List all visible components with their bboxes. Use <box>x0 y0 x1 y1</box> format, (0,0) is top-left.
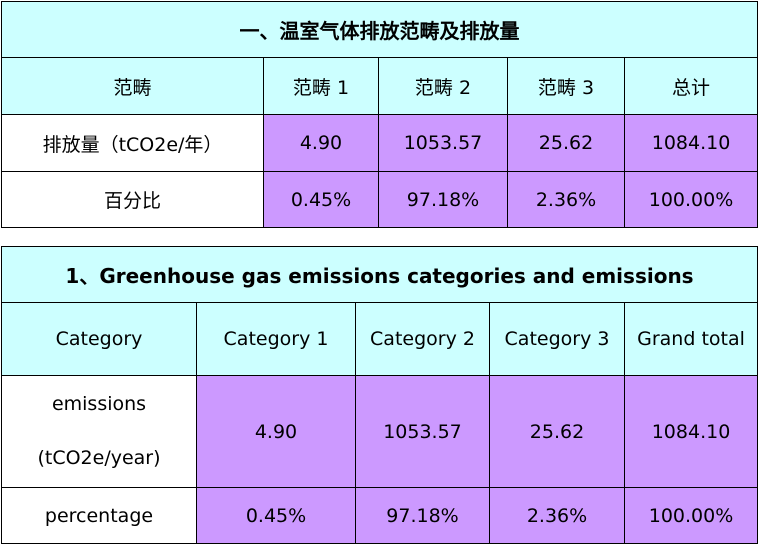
cell-value: 1084.10 <box>623 114 758 172</box>
row-label-percentage: percentage <box>1 487 197 544</box>
cell-value: 25.62 <box>507 114 625 172</box>
row-label-line1: emissions <box>51 393 147 415</box>
header-scope-2: 范畴 2 <box>378 57 508 115</box>
row-label-percentage: 百分比 <box>1 171 264 228</box>
row-label-line2: (tCO2e/year) <box>37 447 161 469</box>
header-category-3: Category 3 <box>489 302 625 376</box>
cell-value: 0.45% <box>196 487 356 544</box>
header-scope-3: 范畴 3 <box>507 57 625 115</box>
cell-value: 25.62 <box>489 375 625 488</box>
header-category-1: Category 1 <box>196 302 356 376</box>
table-title-en: 1、Greenhouse gas emissions categories an… <box>0 246 758 303</box>
header-category: Category <box>1 302 197 376</box>
emissions-table-cn: 一、温室气体排放范畴及排放量 范畴 范畴 1 范畴 2 范畴 3 总计 排放量（… <box>0 1 758 228</box>
header-scope: 范畴 <box>1 57 264 115</box>
cell-value: 4.90 <box>263 114 379 172</box>
header-total: 总计 <box>623 57 758 115</box>
table-row: 百分比 0.45% 97.18% 2.36% 100.00% <box>1 171 758 228</box>
cell-value: 97.18% <box>355 487 490 544</box>
cell-value: 2.36% <box>507 171 625 228</box>
cell-value: 100.00% <box>623 171 758 228</box>
table-row: 排放量（tCO2e/年） 4.90 1053.57 25.62 1084.10 <box>1 114 758 172</box>
row-label-emissions: emissions (tCO2e/year) <box>1 375 197 488</box>
cell-value: 1053.57 <box>378 114 508 172</box>
cell-value: 0.45% <box>263 171 379 228</box>
cell-value: 4.90 <box>196 375 356 488</box>
header-scope-1: 范畴 1 <box>263 57 379 115</box>
table-row: percentage 0.45% 97.18% 2.36% 100.00% <box>1 487 758 544</box>
header-category-2: Category 2 <box>355 302 490 376</box>
cell-value: 2.36% <box>489 487 625 544</box>
header-grand-total: Grand total <box>623 302 758 376</box>
emissions-table-en: 1、Greenhouse gas emissions categories an… <box>0 246 758 544</box>
cell-value: 1053.57 <box>355 375 490 488</box>
table-title-cn: 一、温室气体排放范畴及排放量 <box>0 1 758 58</box>
cell-value: 97.18% <box>378 171 508 228</box>
cell-value: 100.00% <box>623 487 758 544</box>
table-row: emissions (tCO2e/year) 4.90 1053.57 25.6… <box>1 375 758 488</box>
cell-value: 1084.10 <box>623 375 758 488</box>
row-label-emissions: 排放量（tCO2e/年） <box>1 114 264 172</box>
